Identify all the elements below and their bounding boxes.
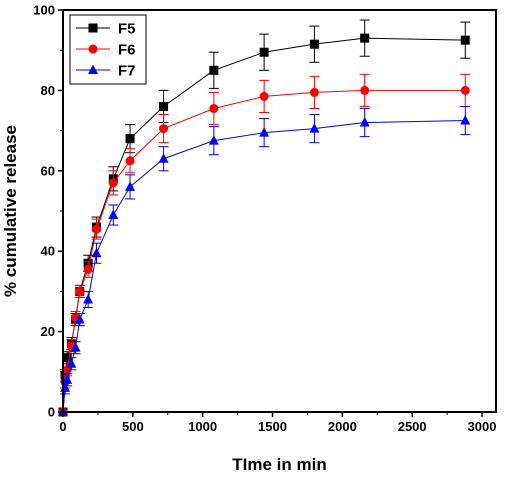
point-F5-11 bbox=[209, 65, 219, 75]
point-F6-11 bbox=[209, 103, 219, 113]
x-tick-label-2500: 2500 bbox=[398, 419, 427, 434]
point-F7-5 bbox=[74, 314, 85, 324]
x-tick-label-0: 0 bbox=[59, 419, 66, 434]
point-F5-15 bbox=[460, 35, 470, 45]
point-F5-13 bbox=[309, 39, 319, 49]
series-F7 bbox=[58, 105, 471, 416]
axes: 0 500 1000 1500 2000 2500 3000 0 20 40 60 80 100 bbox=[33, 3, 496, 435]
point-F7-15 bbox=[460, 115, 471, 125]
point-F5-10 bbox=[159, 101, 169, 111]
x-tick-label-3000: 3000 bbox=[468, 419, 497, 434]
point-F6-10 bbox=[159, 124, 169, 134]
y-tick-label-20: 20 bbox=[41, 324, 55, 339]
point-F6-12 bbox=[259, 91, 269, 101]
point-F7-14 bbox=[359, 117, 370, 127]
legend: F5 F6 F7 bbox=[69, 14, 147, 85]
legend-marker-F5 bbox=[88, 23, 98, 33]
x-tick-label-1000: 1000 bbox=[188, 419, 217, 434]
legend-entry-F7: F7 bbox=[76, 63, 136, 80]
legend-entry-F6: F6 bbox=[76, 42, 136, 59]
point-F7-11 bbox=[208, 135, 219, 145]
point-F5-12 bbox=[259, 47, 269, 57]
x-tick-label-500: 500 bbox=[122, 419, 144, 434]
legend-entry-F5: F5 bbox=[76, 21, 136, 38]
legend-marker-F6 bbox=[88, 44, 98, 54]
point-F7-6 bbox=[83, 293, 94, 304]
legend-label-F7: F7 bbox=[118, 63, 136, 80]
point-F7-10 bbox=[158, 153, 169, 163]
x-axis-title: TIme in min bbox=[232, 455, 326, 474]
point-F5-14 bbox=[360, 33, 370, 43]
point-F7-8 bbox=[108, 209, 119, 220]
y-tick-label-60: 60 bbox=[41, 163, 55, 178]
point-F6-14 bbox=[360, 85, 370, 95]
point-F7-13 bbox=[309, 123, 320, 133]
y-tick-label-0: 0 bbox=[48, 405, 55, 420]
y-tick-label-100: 100 bbox=[33, 3, 55, 18]
point-F7-12 bbox=[259, 127, 270, 137]
point-F6-13 bbox=[309, 87, 319, 97]
series-line-F7 bbox=[62, 120, 466, 413]
x-tick-label-1500: 1500 bbox=[258, 419, 287, 434]
legend-marker-F7 bbox=[88, 64, 98, 74]
point-F6-6 bbox=[83, 264, 93, 274]
plot-area bbox=[58, 19, 471, 417]
y-axis-title: % cumulative release bbox=[1, 125, 20, 297]
point-F6-15 bbox=[460, 85, 470, 95]
point-F7-9 bbox=[125, 181, 136, 191]
legend-label-F6: F6 bbox=[118, 42, 136, 59]
y-tick-label-40: 40 bbox=[41, 244, 55, 259]
series-line-F5 bbox=[62, 37, 466, 413]
point-F5-9 bbox=[125, 134, 135, 144]
point-F6-8 bbox=[108, 178, 118, 188]
point-F7-4 bbox=[70, 342, 81, 352]
point-F7-7 bbox=[91, 247, 102, 258]
point-F7-2 bbox=[62, 374, 73, 384]
point-F6-9 bbox=[125, 156, 135, 166]
legend-label-F5: F5 bbox=[118, 21, 136, 38]
point-F6-5 bbox=[75, 286, 85, 296]
x-tick-label-2000: 2000 bbox=[328, 419, 357, 434]
point-F7-3 bbox=[66, 358, 77, 368]
y-tick-label-80: 80 bbox=[41, 83, 55, 98]
point-F6-7 bbox=[92, 224, 102, 234]
